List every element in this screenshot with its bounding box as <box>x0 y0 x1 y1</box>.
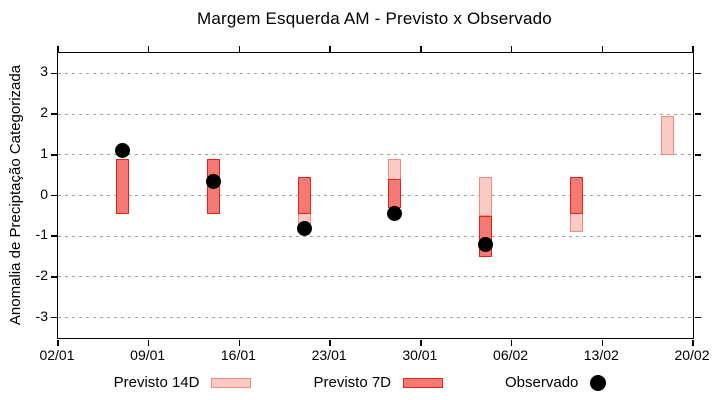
x-tick-bottom <box>601 339 604 346</box>
x-tick-top <box>692 45 694 52</box>
y-tick-right <box>694 316 701 319</box>
y-tick-label: -1 <box>35 226 48 243</box>
x-tick-bottom <box>238 339 241 346</box>
y-tick-left <box>50 235 57 237</box>
y-tick-label: 1 <box>40 144 48 161</box>
x-tick-bottom <box>329 339 331 346</box>
observado-dot <box>206 173 221 189</box>
legend-label-observado: Observado <box>505 374 579 391</box>
x-tick-label: 30/01 <box>402 347 438 363</box>
plot-area <box>50 45 701 346</box>
legend-label-previsto7: Previsto 7D <box>313 374 392 391</box>
previsto7-bar <box>116 158 130 214</box>
observado-dot <box>478 236 494 252</box>
x-tick-bottom <box>57 339 59 346</box>
previsto7-bar <box>569 177 583 214</box>
x-tick-top <box>238 45 241 52</box>
x-tick-label: 13/02 <box>583 347 619 363</box>
previsto14-bar <box>479 177 493 216</box>
observado-dot <box>115 143 131 159</box>
x-tick-top <box>147 45 150 52</box>
y-tick-left <box>50 276 57 278</box>
x-tick-top <box>601 45 604 52</box>
observado-dot <box>296 220 312 236</box>
gridline <box>58 72 693 74</box>
x-tick-label: 16/01 <box>220 347 256 363</box>
y-tick-label: 3 <box>40 63 48 80</box>
y-tick-right <box>694 194 701 197</box>
x-tick-bottom <box>510 339 513 346</box>
previsto7-bar <box>388 179 402 208</box>
x-tick-bottom <box>147 339 150 346</box>
y-tick-right <box>694 154 701 156</box>
gridline <box>58 276 693 278</box>
previsto7-bar <box>297 177 311 214</box>
y-tick-right <box>694 113 701 115</box>
y-tick-left <box>50 194 57 197</box>
x-tick-top <box>329 45 331 52</box>
x-tick-top <box>420 45 422 52</box>
legend-item-previsto7: Previsto 7D <box>313 374 444 391</box>
gridline <box>58 317 693 319</box>
x-tick-bottom <box>420 339 422 346</box>
legend-label-previsto14: Previsto 14D <box>113 374 200 391</box>
y-tick-right <box>694 72 701 75</box>
gridline <box>58 195 693 196</box>
previsto7-swatch <box>403 377 444 388</box>
x-tick-top <box>510 45 513 52</box>
y-tick-label: -2 <box>35 266 48 283</box>
legend: Previsto 14D Previsto 7D Observado <box>0 374 720 391</box>
x-tick-bottom <box>692 339 694 346</box>
x-tick-label: 23/01 <box>311 347 347 363</box>
y-tick-label: 0 <box>40 185 48 202</box>
chart-title: Margem Esquerda AM - Previsto x Observad… <box>197 9 552 28</box>
x-tick-label: 06/02 <box>493 347 529 363</box>
gridline <box>58 154 693 156</box>
x-tick-label: 09/01 <box>130 347 166 363</box>
gridline <box>58 113 693 115</box>
y-tick-left <box>50 154 57 156</box>
x-tick-label: 20/02 <box>674 347 710 363</box>
observado-dot <box>387 206 403 222</box>
x-tick-label: 02/01 <box>39 347 75 363</box>
y-tick-label: 2 <box>40 104 48 121</box>
y-tick-right <box>694 276 701 278</box>
legend-item-observado: Observado <box>505 374 607 391</box>
y-tick-right <box>694 235 701 237</box>
observado-swatch <box>590 374 607 391</box>
gridline <box>58 235 693 237</box>
y-tick-left <box>50 113 57 115</box>
legend-item-previsto14: Previsto 14D <box>114 374 252 391</box>
y-tick-label: -3 <box>35 307 48 324</box>
y-tick-left <box>50 316 57 319</box>
previsto14-swatch <box>211 377 252 388</box>
x-tick-top <box>57 45 59 52</box>
y-tick-left <box>50 72 57 75</box>
previsto14-bar <box>660 116 674 155</box>
